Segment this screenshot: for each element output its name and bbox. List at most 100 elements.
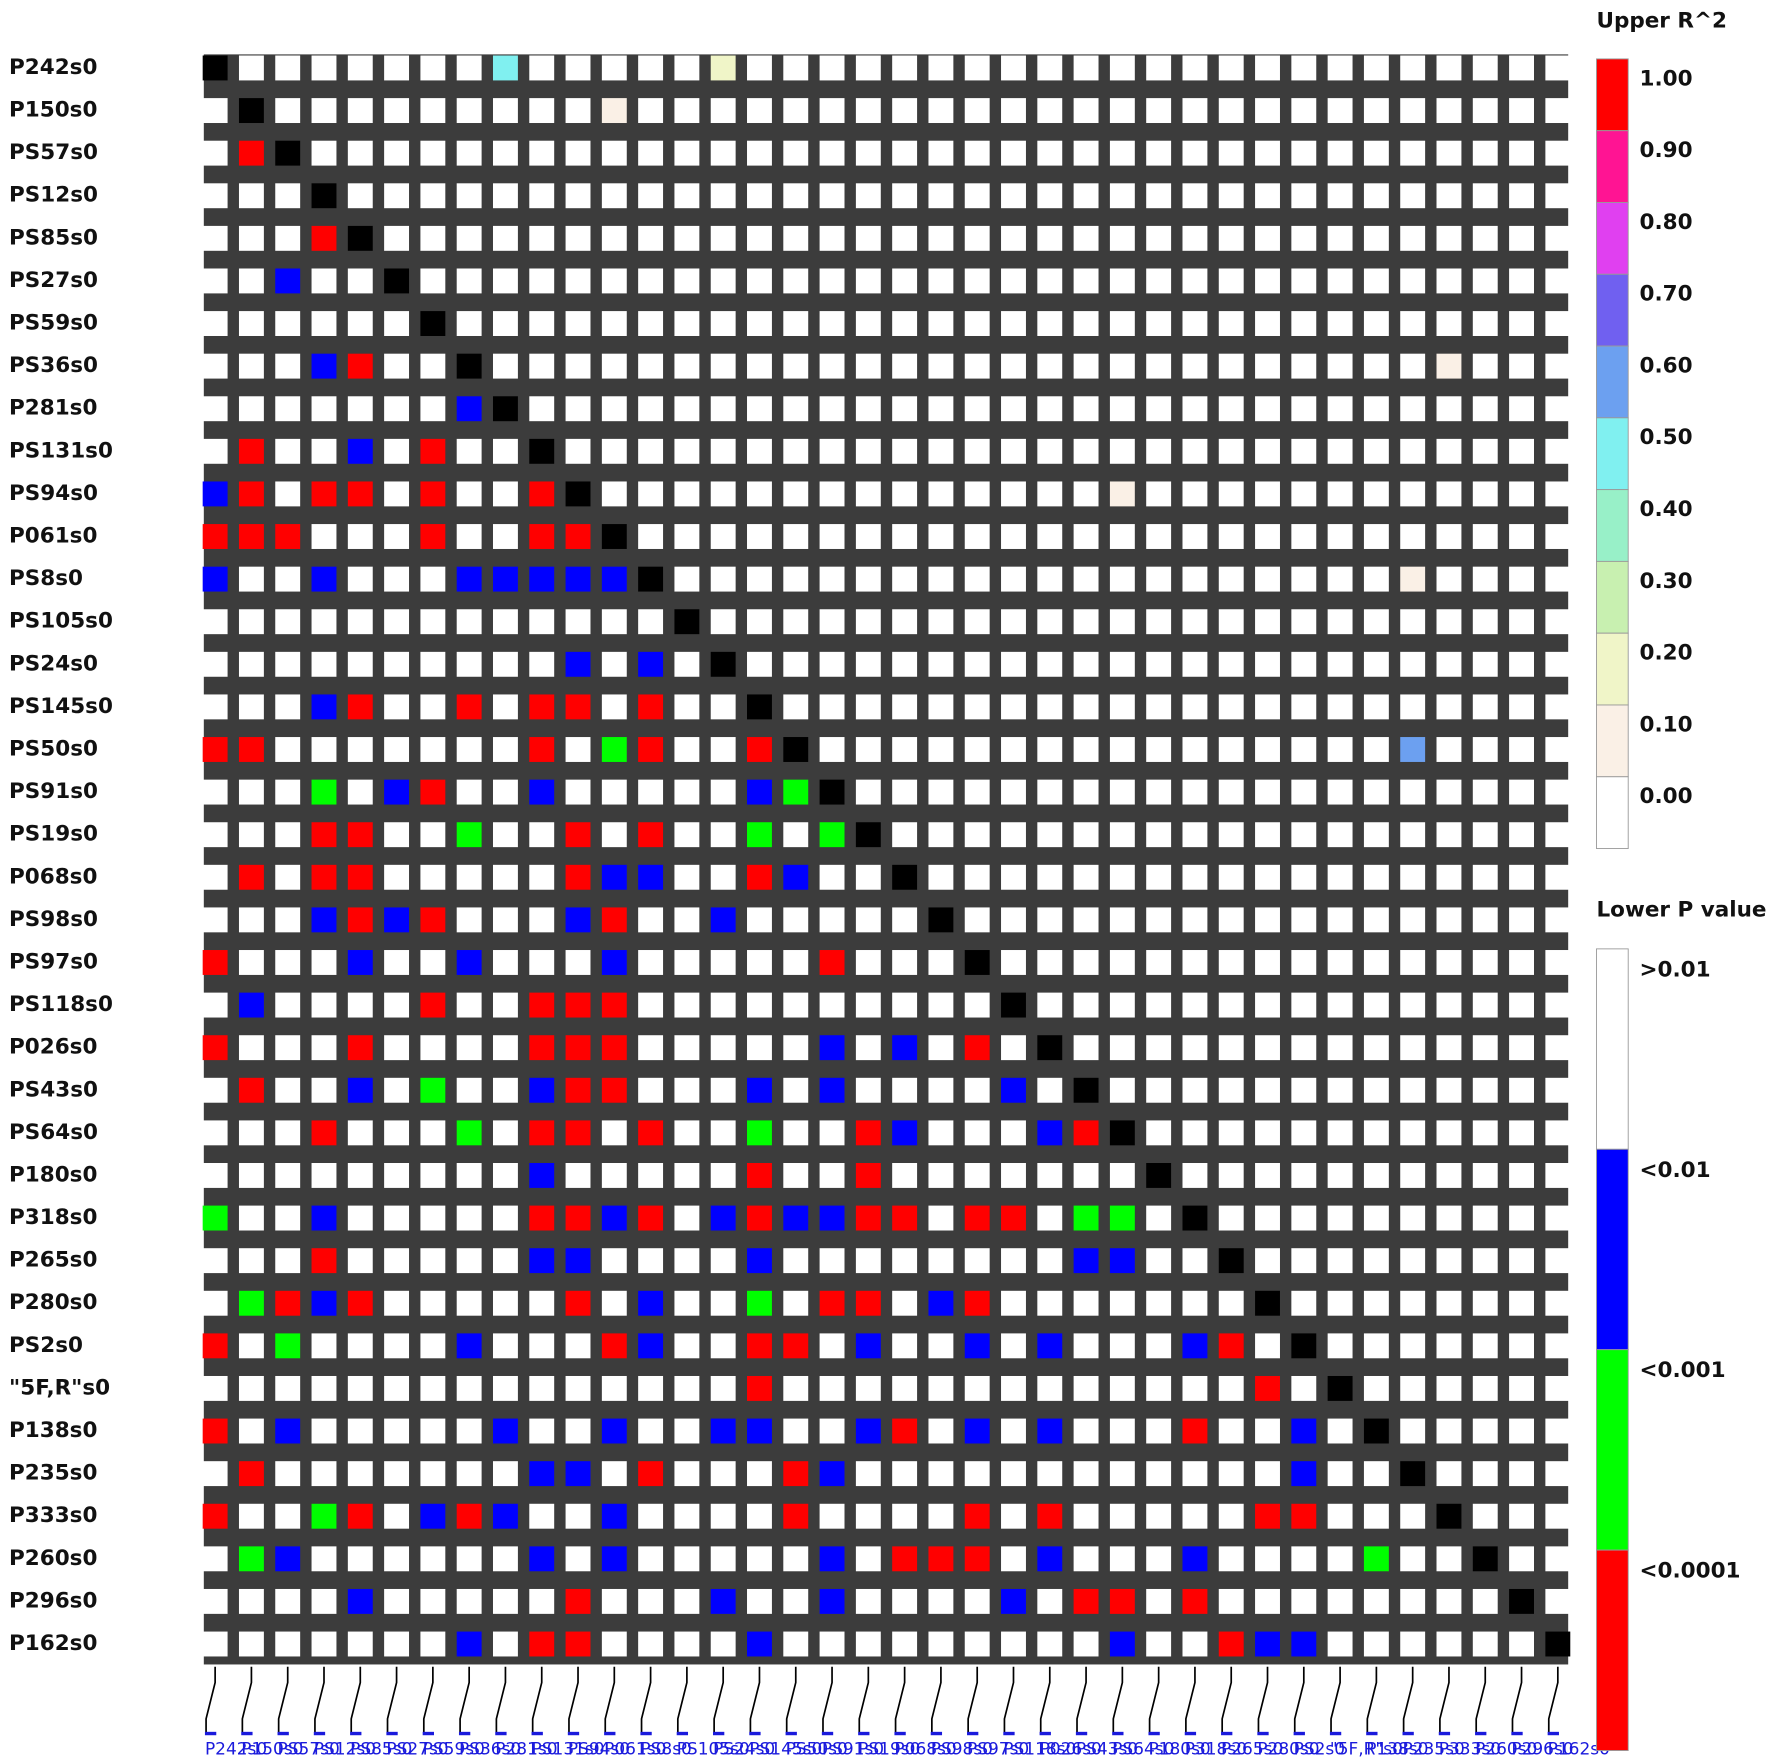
p-cell bbox=[311, 353, 337, 379]
p-cell bbox=[601, 907, 627, 933]
column-label: P068s0 bbox=[894, 1739, 956, 1759]
p-cell bbox=[492, 1120, 518, 1146]
p-cell bbox=[565, 1077, 591, 1103]
r2-cell bbox=[1218, 396, 1244, 422]
r2-cell bbox=[928, 353, 954, 379]
r2-cell bbox=[1400, 1077, 1426, 1103]
p-cell bbox=[311, 481, 337, 507]
diagonal-cell bbox=[1109, 1120, 1135, 1146]
p-cell bbox=[202, 1631, 228, 1657]
p-cell bbox=[238, 1418, 264, 1444]
row-label: P242s0 bbox=[9, 55, 97, 80]
p-cell bbox=[1037, 1503, 1063, 1529]
r2-cell bbox=[456, 225, 482, 251]
r2-cell bbox=[928, 183, 954, 209]
r2-cell bbox=[1472, 1418, 1498, 1444]
p-legend-label: <0.0001 bbox=[1640, 1559, 1741, 1584]
p-cell bbox=[275, 1290, 301, 1316]
r2-cell bbox=[1545, 140, 1571, 166]
r2-cell bbox=[964, 183, 990, 209]
r2-cell bbox=[1327, 353, 1353, 379]
r2-cell bbox=[1472, 566, 1498, 592]
r2-cell bbox=[1146, 864, 1172, 890]
r2-cell bbox=[1436, 524, 1462, 549]
r2-cell bbox=[747, 268, 772, 294]
r2-cell bbox=[1037, 438, 1063, 464]
r2-cell bbox=[819, 268, 845, 294]
p-cell bbox=[238, 907, 264, 933]
row-label: PS59s0 bbox=[9, 311, 98, 336]
p-cell bbox=[565, 1503, 591, 1529]
r2-cell bbox=[1109, 907, 1135, 933]
p-cell bbox=[347, 268, 373, 294]
r2-cell bbox=[638, 140, 664, 166]
r2-cell bbox=[1545, 481, 1571, 507]
r2-legend-label: 1.00 bbox=[1640, 66, 1693, 91]
r2-cell bbox=[1255, 1077, 1280, 1103]
p-cell bbox=[311, 268, 337, 294]
r2-cell bbox=[1146, 353, 1172, 379]
r2-cell bbox=[311, 98, 337, 124]
r2-cell bbox=[1001, 864, 1026, 890]
r2-cell bbox=[1073, 140, 1099, 166]
r2-cell bbox=[1182, 1163, 1208, 1188]
p-cell bbox=[964, 1631, 990, 1657]
p-cell bbox=[747, 1077, 772, 1103]
r2-cell bbox=[565, 183, 591, 209]
r2-legend-box bbox=[1596, 560, 1629, 634]
r2-cell bbox=[1182, 98, 1208, 124]
p-cell bbox=[347, 651, 373, 677]
r2-cell bbox=[892, 55, 918, 81]
r2-cell bbox=[1472, 1461, 1498, 1487]
p-legend-box bbox=[1596, 948, 1629, 1150]
p-cell bbox=[492, 822, 518, 848]
row-label: P280s0 bbox=[9, 1290, 97, 1315]
r2-cell bbox=[529, 311, 555, 336]
r2-cell bbox=[892, 268, 918, 294]
p-cell bbox=[674, 1418, 700, 1444]
r2-cell bbox=[565, 438, 591, 464]
p-cell bbox=[1109, 1205, 1135, 1231]
p-cell bbox=[202, 864, 228, 890]
p-cell bbox=[456, 1205, 482, 1231]
column-connector bbox=[1475, 1666, 1487, 1733]
p-cell bbox=[1073, 1248, 1099, 1274]
p-cell bbox=[638, 1248, 664, 1274]
r2-cell bbox=[1182, 779, 1208, 805]
r2-cell bbox=[1363, 353, 1389, 379]
r2-legend-label: 0.80 bbox=[1640, 210, 1693, 235]
p-cell bbox=[565, 1120, 591, 1146]
r2-cell bbox=[819, 737, 845, 762]
p-cell bbox=[275, 779, 301, 805]
r2-cell bbox=[1327, 268, 1353, 294]
r2-cell bbox=[1400, 694, 1426, 720]
p-legend-label: <0.01 bbox=[1640, 1158, 1711, 1183]
r2-cell bbox=[1218, 566, 1244, 592]
r2-cell bbox=[819, 524, 845, 549]
r2-cell bbox=[601, 183, 627, 209]
r2-cell bbox=[1182, 524, 1208, 549]
p-cell bbox=[1001, 1418, 1026, 1444]
r2-cell bbox=[1255, 694, 1280, 720]
r2-cell bbox=[783, 396, 809, 422]
r2-cell bbox=[964, 779, 990, 805]
r2-cell bbox=[855, 694, 881, 720]
p-cell bbox=[565, 1035, 591, 1061]
p-cell bbox=[674, 1461, 700, 1487]
r2-legend-label: 0.40 bbox=[1640, 497, 1693, 522]
p-cell bbox=[710, 1333, 736, 1359]
column-connector bbox=[1511, 1666, 1523, 1733]
r2-cell bbox=[1327, 651, 1353, 677]
p-cell bbox=[492, 1375, 518, 1401]
r2-cell bbox=[1218, 438, 1244, 464]
p-cell bbox=[565, 737, 591, 762]
r2-cell bbox=[674, 55, 700, 81]
r2-cell bbox=[819, 353, 845, 379]
r2-cell bbox=[1255, 481, 1280, 507]
r2-cell bbox=[638, 311, 664, 336]
p-cell bbox=[347, 694, 373, 720]
p-cell bbox=[202, 353, 228, 379]
r2-cell bbox=[456, 140, 482, 166]
column-label: P296s0 bbox=[1511, 1739, 1573, 1759]
p-cell bbox=[311, 907, 337, 933]
